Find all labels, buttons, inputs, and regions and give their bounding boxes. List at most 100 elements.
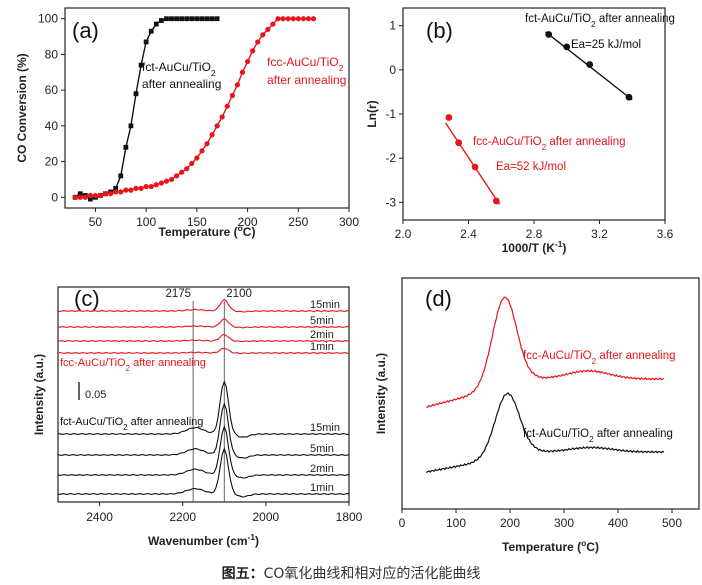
label-part: fct-AuCu/ [525,13,574,25]
data-point [204,141,210,147]
x-tick-label: 100 [446,516,466,530]
label-part: 2 [591,20,596,29]
label-part: TiO [573,13,591,25]
x-axis-label: Temperature (oC) [159,223,256,239]
y-axis-label: Intensity (a.u.) [32,354,46,435]
series-fcc [72,16,317,200]
data-point [123,187,129,193]
label-part: after annealing [128,416,204,428]
label-part: 2 [123,423,127,432]
data-point [563,43,571,51]
data-point [118,173,124,179]
y-tick-label: 1 [389,19,396,33]
axis-label-part: C) [243,225,256,239]
label-part: after annealing [596,350,675,362]
axis-label-part: Wavenumber (cm [148,534,248,548]
y-axis-label: Ln(r) [365,100,379,127]
label-part: fcc-AuCu/ [60,357,109,369]
series-fct: fct-AuCu/TiO2 after annealing Ea=25 kJ/mo… [525,13,675,101]
series-label: fct-AuCu/TiO2 after annealing [525,13,675,29]
data-point [471,163,479,171]
x-tick-label: 2.4 [460,227,477,241]
series-label-fct: fct-AuCu/TiO2 after annealing [523,428,673,444]
data-point [214,123,220,129]
x-tick-label: 300 [554,516,574,530]
reference-line-label: 2175 [166,288,192,300]
data-point [158,18,164,23]
data-point [113,189,119,195]
x-tick-label: 0 [399,516,406,530]
data-point [128,187,134,193]
panel-label: (c) [74,286,100,311]
label-part: after annealing [130,357,206,369]
x-tick-label: 100 [136,215,156,229]
y-tick-label: 0 [389,63,396,77]
label-part: fct-AuCu/ [60,416,107,428]
data-point [173,173,180,179]
label-part: TiO [571,428,589,440]
spectrum-fcc-5min [57,317,350,329]
data-point [300,16,306,22]
label-part: TiO [524,136,542,148]
data-point [118,189,124,195]
data-point [244,58,251,65]
data-point [445,114,453,121]
x-tick-label: 300 [339,215,359,229]
data-point [108,191,114,197]
axis-label-part: Temperature ( [502,540,581,554]
series-label: fcc-AuCu/TiO2 after annealing [473,136,626,152]
y-tick-label: -2 [385,151,396,165]
data-point [133,185,139,191]
x-axis-label: Temperature (oC) [502,538,599,554]
scale-bar-label: 0.05 [85,389,106,401]
data-point [97,192,104,199]
x-tick-label: 400 [608,516,628,530]
data-point [455,139,463,147]
activation-energy-label: Ea=25 kJ/mol [571,39,641,51]
data-point [138,185,144,191]
data-point [102,191,109,197]
data-point [625,93,633,101]
annotation-fcc: after annealing [267,73,346,87]
axis-label-part: -1 [555,239,563,249]
data-point [138,62,144,68]
data-point [224,103,230,109]
y-tick-label: 20 [45,155,59,169]
data-point [174,16,179,22]
x-tick-label: 500 [662,516,682,530]
panel-d-tpd-chart: 0 100 200 300 400 500 Temperature (oC) Intensit… [374,277,700,554]
data-point [184,16,190,22]
label-part: after annealing [594,428,673,440]
label-part: TiO [192,60,211,74]
label-part: fcc-AuCu/ [523,350,574,362]
data-point [148,28,154,34]
label-part: TiO [320,55,339,69]
panel-d-frame [401,277,700,510]
data-point [163,178,170,184]
x-tick-label: 200 [238,215,258,229]
data-point [255,39,261,45]
x-tick-label: 1800 [336,510,363,524]
series-line [74,18,218,200]
series-label-fcc: fcc-AuCu/TiO2 after annealing [523,350,676,366]
figure-caption-text: CO氧化曲线和相对应的活化能曲线 [263,566,481,582]
data-point [92,192,99,199]
label-part: 2 [542,143,547,152]
label-part: 2 [589,435,594,444]
data-point [219,114,225,120]
data-point [113,185,119,191]
spectrum-fct-1min [58,447,350,498]
spectrum-time-label: 2min [310,463,334,475]
data-point [153,21,159,27]
x-axis-label: 1000/T (K-1) [502,239,567,255]
data-point [234,82,241,88]
axis-label-part: o [581,538,586,548]
x-tick-label: 2.8 [526,227,543,241]
y-axis-label: CO Conversion (%) [15,53,29,162]
axis-label-part: Temperature ( [159,225,238,239]
data-point [87,192,93,199]
y-tick-label: 80 [45,47,59,61]
annotation-fct: after annealing [142,77,221,91]
figure-caption: 图五：CO氧化曲线和相对应的活化能曲线 [0,563,702,583]
